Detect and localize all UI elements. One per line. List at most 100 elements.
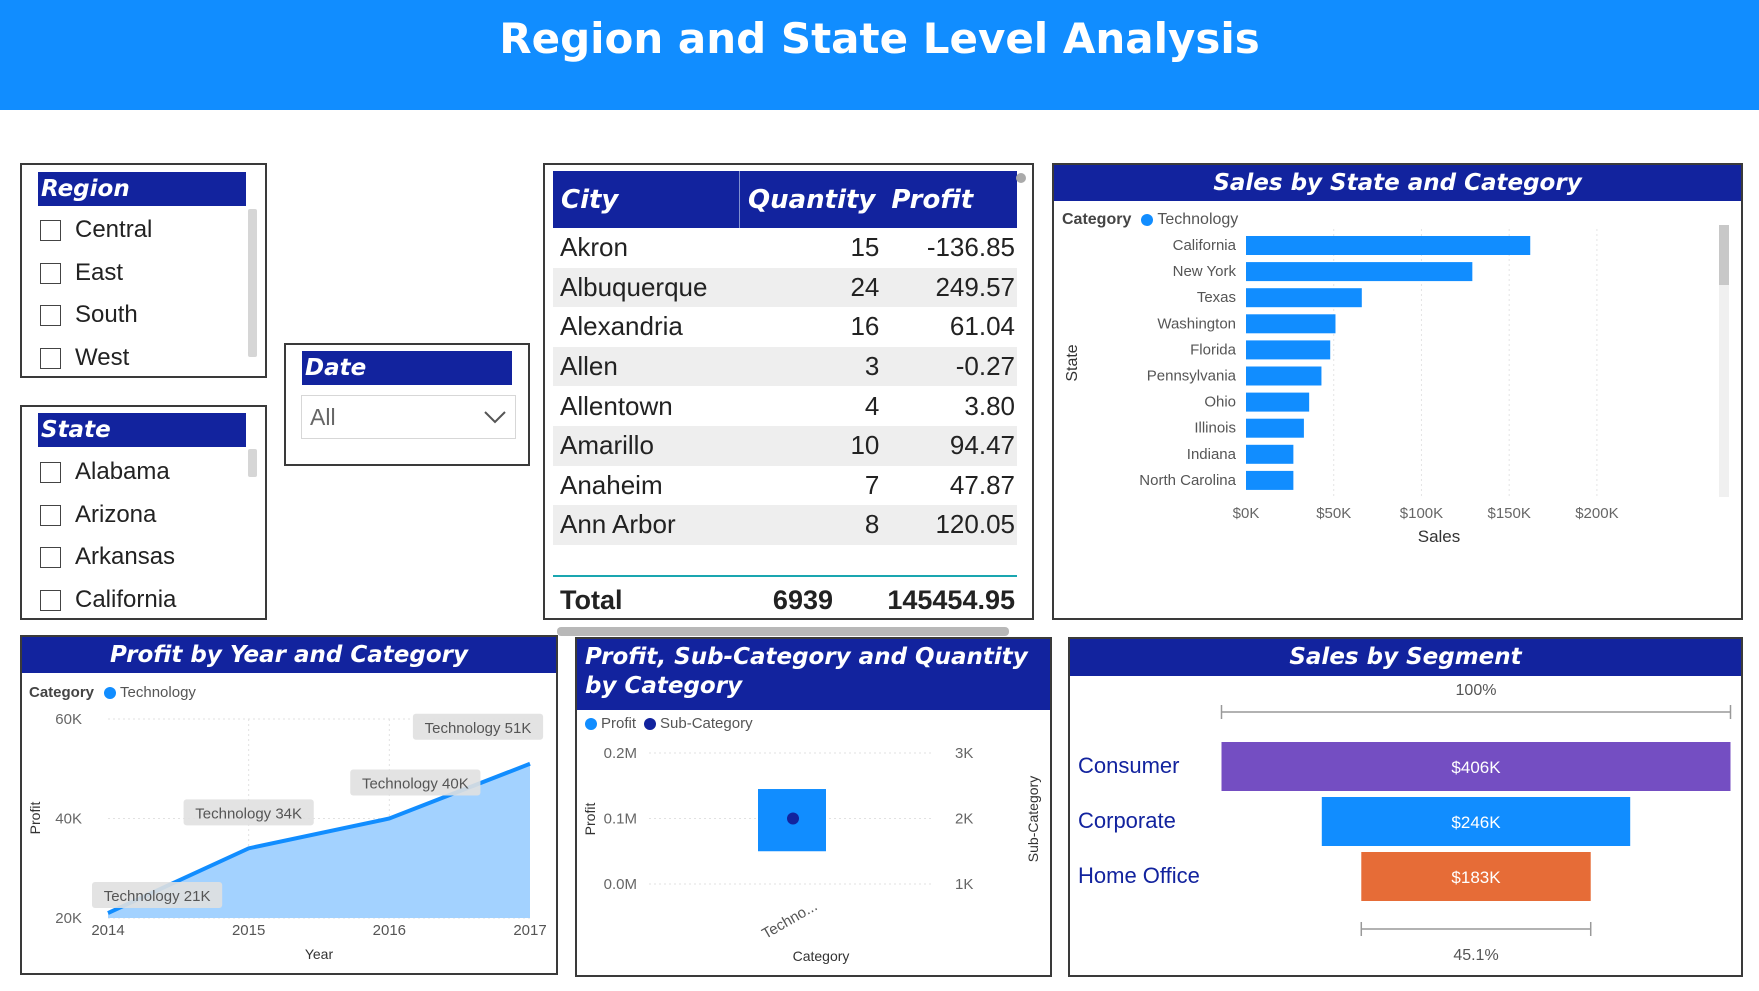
region-item-west[interactable]: West — [40, 338, 129, 378]
data-label: Technology 40K — [362, 776, 469, 793]
funnel-top-percent: 100% — [1456, 682, 1497, 699]
table-total-row: Total 6939 145454.95 — [553, 575, 1017, 625]
y-tick-label: 0.1M — [604, 811, 637, 828]
area-fill — [108, 763, 530, 918]
profit-subcategory-visual: Profit, Sub-Category and Quantity by Cat… — [575, 637, 1052, 977]
table-row[interactable]: Akron 15 -136.85 — [560, 232, 1015, 263]
y-tick-label: 60K — [55, 711, 82, 728]
y-tick-label: California — [1173, 237, 1237, 254]
bar — [1246, 236, 1531, 255]
checkbox-icon[interactable] — [40, 461, 61, 483]
data-label-box — [92, 882, 223, 909]
profit-by-year-legend: Category Technology — [29, 684, 196, 701]
y2-tick-label: 1K — [955, 876, 973, 893]
y-axis-label: Profit — [27, 802, 43, 835]
sales-by-state-legend: Category Technology — [1062, 211, 1238, 229]
table-row[interactable]: Ann Arbor 8 120.05 — [553, 505, 1017, 545]
legend-dot-icon — [644, 717, 657, 730]
sales-by-segment-chart: Consumer $406K Corporate $246K Home Office $1… — [1078, 682, 1732, 964]
city-table: City Quantity Profit Akron 15 -136.85 Albu… — [553, 171, 1017, 545]
checkbox-icon[interactable] — [40, 589, 61, 611]
column-header-city[interactable]: City — [553, 171, 740, 228]
legend-dot-icon — [104, 686, 117, 699]
y-tick-label: New York — [1173, 263, 1237, 280]
y-tick-label: Indiana — [1187, 446, 1237, 463]
y-axis-label: Profit — [582, 803, 598, 836]
bar — [1246, 418, 1304, 438]
y-tick-label: 20K — [55, 910, 82, 927]
y-axis-label: State — [1064, 344, 1081, 381]
table-row[interactable]: Allentown 4 3.80 — [560, 390, 1015, 421]
checkbox-icon[interactable] — [40, 219, 61, 241]
table-row[interactable]: Alexandria 16 61.04 — [560, 311, 1015, 342]
legend-entry-sub-category: Sub-Category — [660, 715, 753, 732]
legend-entry: Technology — [120, 684, 196, 701]
y-tick-label: Texas — [1197, 289, 1236, 306]
bar — [1246, 340, 1331, 360]
x-tick-label: Techno... — [759, 898, 820, 943]
table-row[interactable]: Albuquerque 24 249.57 — [553, 267, 1017, 308]
column-header-quantity[interactable]: Quantity — [739, 171, 882, 228]
table-horizontal-scrollbar[interactable] — [557, 627, 1009, 636]
chevron-down-icon — [484, 411, 506, 424]
checkbox-icon[interactable] — [40, 347, 61, 369]
x-tick-label: $150K — [1487, 505, 1530, 522]
y-tick-label: Washington — [1157, 315, 1236, 332]
state-item-california[interactable]: California — [40, 580, 176, 620]
region-scrollbar[interactable] — [248, 209, 257, 357]
region-slicer-title: Region — [38, 172, 246, 206]
profit-by-year-title: Profit by Year and Category — [22, 637, 556, 673]
profit-by-year-visual: Profit by Year and Category Category Tec… — [20, 635, 558, 975]
funnel-bar — [1321, 797, 1631, 846]
table-scroll-thumb[interactable] — [1016, 173, 1026, 183]
funnel-bottom-percent: 45.1% — [1453, 947, 1498, 964]
checkbox-icon[interactable] — [40, 546, 61, 568]
chart-scrollbar-track — [1719, 225, 1729, 497]
date-slicer-title: Date — [302, 351, 512, 385]
bar — [1246, 314, 1336, 334]
profit-subcategory-legend: Profit Sub-Category — [585, 715, 753, 732]
funnel-category-label: Home Office — [1078, 863, 1200, 888]
x-tick-label: $0K — [1233, 505, 1260, 522]
y-tick-label: Illinois — [1194, 420, 1236, 437]
date-slicer: Date All — [284, 343, 530, 466]
x-tick-label: 2017 — [513, 922, 546, 939]
city-table-visual: City Quantity Profit Akron 15 -136.85 Albu… — [543, 163, 1034, 636]
legend-entry-profit: Profit — [601, 715, 637, 732]
x-axis-label: Year — [305, 946, 334, 962]
column-header-profit[interactable]: Profit — [881, 171, 1017, 228]
profit-subcategory-title: Profit, Sub-Category and Quantity by Cat… — [577, 639, 1050, 710]
checkbox-icon[interactable] — [40, 504, 61, 526]
table-row[interactable]: Amarillo 10 94.47 — [553, 425, 1017, 466]
data-label: Technology 51K — [425, 720, 532, 737]
chart-scrollbar-thumb — [1719, 225, 1729, 285]
table-row[interactable]: Allen 3 -0.27 — [553, 346, 1017, 387]
total-quantity: 6939 — [772, 585, 833, 615]
state-slicer-title: State — [38, 413, 246, 447]
state-item-arizona[interactable]: Arizona — [40, 495, 156, 535]
checkbox-icon[interactable] — [40, 304, 61, 326]
x-tick-label: $50K — [1316, 505, 1351, 522]
total-profit: 145454.95 — [887, 585, 1015, 615]
table-row[interactable]: Anaheim 7 47.87 — [560, 469, 1015, 500]
state-item-alabama[interactable]: Alabama — [40, 452, 170, 492]
data-label-box — [350, 769, 481, 796]
y2-tick-label: 2K — [955, 811, 973, 828]
y2-axis-label: Sub-Category — [1025, 776, 1041, 862]
state-item-arkansas[interactable]: Arkansas — [40, 537, 175, 577]
region-item-south[interactable]: South — [40, 295, 138, 335]
x-tick-label: $200K — [1575, 505, 1618, 522]
x-axis-label: Category — [793, 948, 850, 964]
date-dropdown[interactable]: All — [301, 395, 516, 439]
funnel-category-label: Consumer — [1078, 753, 1179, 778]
region-item-central[interactable]: Central — [40, 210, 152, 250]
bar — [1246, 366, 1322, 386]
bar — [1246, 470, 1294, 490]
region-item-east[interactable]: East — [40, 253, 123, 293]
profit-subcategory-chart: 0.0M 0.1M 0.2M 1K 2K 3K Techno... Category Profi… — [582, 745, 1041, 964]
state-scrollbar[interactable] — [248, 449, 257, 477]
checkbox-icon[interactable] — [40, 262, 61, 284]
sales-by-segment-title: Sales by Segment — [1070, 639, 1741, 676]
legend-dot-icon — [1141, 214, 1154, 226]
legend-dot-icon — [585, 717, 597, 730]
